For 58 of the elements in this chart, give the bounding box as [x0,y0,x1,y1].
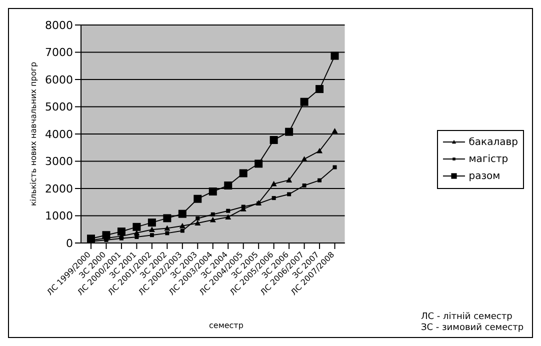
point [286,177,292,182]
point [224,182,232,190]
point [330,52,339,60]
point [164,225,170,231]
point [179,222,186,228]
point [194,194,202,203]
point [119,236,124,240]
point [302,184,306,188]
x-axis-title: семестр [209,321,244,330]
point [316,85,324,94]
point [226,208,230,213]
point [318,178,322,182]
point [163,214,172,222]
point [287,192,292,196]
point [102,231,110,240]
point [301,156,308,162]
y-tick-label: 4000 [45,128,73,141]
legend-label: бакалавр [468,136,518,150]
legend-label: магістр [468,152,508,166]
point [270,136,278,144]
point [272,196,276,200]
y-tick-label: 7000 [45,46,73,60]
text: ЗС - зимовий семестр [421,323,524,334]
point [208,187,217,196]
point [148,226,155,232]
point [210,212,215,216]
point [210,216,216,222]
point [332,165,337,170]
y-tick-label: 5000 [45,100,73,114]
point [300,98,308,106]
point [117,228,126,236]
point [132,222,141,231]
point [285,128,294,136]
point [225,214,232,220]
point [196,216,200,220]
point [254,160,263,168]
y-axis-title: кількість нових навчальних прогр [28,62,38,206]
point [134,235,139,240]
legend-label: разом [468,170,500,184]
point [148,218,156,227]
point [87,234,95,243]
y-tick-label: 1000 [45,210,73,223]
point [316,148,323,154]
point [150,233,154,238]
point [239,169,248,178]
point [180,228,184,233]
point [270,180,277,186]
point [332,128,338,134]
y-tick-label: 8000 [45,18,73,32]
y-tick-label: 0 [66,236,73,250]
y-tick-label: 2000 [45,182,73,196]
point [194,220,201,226]
point [241,204,246,209]
text: ЛС - літній семестр [421,312,514,323]
y-tick-label: 6000 [45,73,73,86]
point [165,231,170,236]
point [178,210,186,218]
y-tick-label: 3000 [45,155,73,168]
